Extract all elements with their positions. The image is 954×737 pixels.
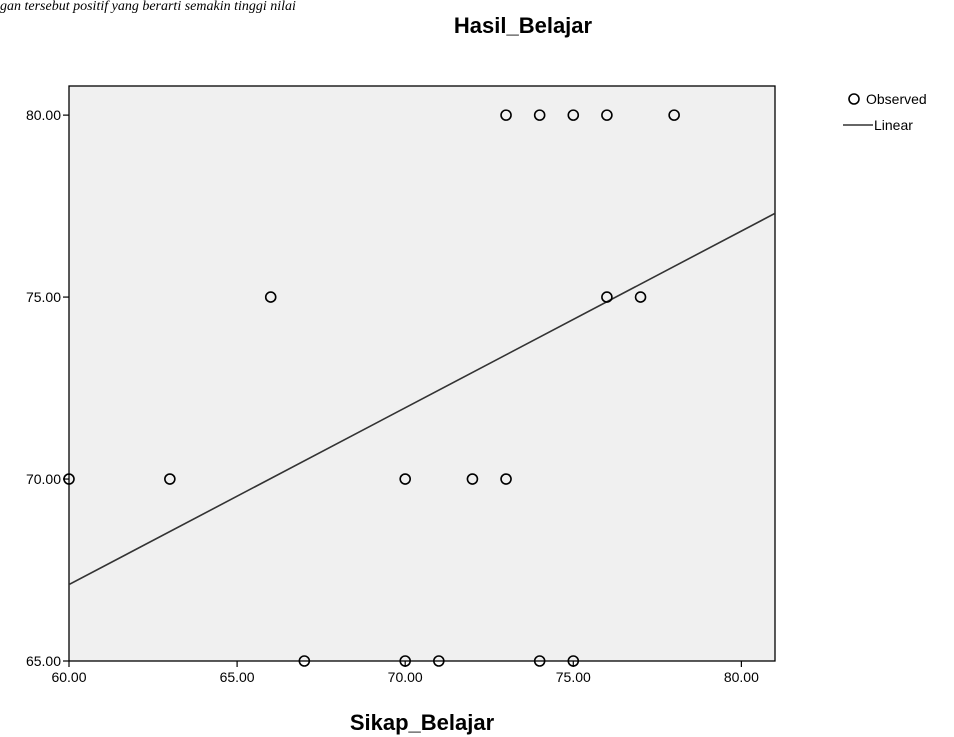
observed-point (601, 109, 613, 121)
y-tick-label: 65.00 (26, 653, 61, 669)
observed-point (567, 655, 580, 667)
x-axis-title: Sikap_Belajar (350, 710, 495, 735)
chart-title: Hasil_Belajar (454, 13, 593, 38)
legend: Observed Linear (843, 91, 927, 133)
observed-point (399, 655, 411, 667)
observed-point (634, 291, 647, 303)
observed-points (63, 109, 680, 667)
plot-area (68, 85, 776, 662)
linear-fit-line (69, 212, 775, 586)
x-tick-label: 60.00 (51, 669, 86, 685)
page-caption: gan tersebut positif yang berarti semaki… (0, 0, 296, 14)
x-tick-label: 70.00 (388, 669, 423, 685)
observed-point (164, 473, 176, 485)
x-tick-label: 75.00 (556, 669, 591, 685)
observed-point (668, 109, 680, 121)
x-tick-label: 80.00 (724, 669, 759, 685)
observed-point (433, 655, 445, 667)
y-axis: 65.00 70.00 75.00 80.00 (26, 107, 69, 669)
legend-linear-label: Linear (874, 117, 913, 133)
observed-point (533, 109, 546, 121)
observed-point (500, 473, 512, 485)
legend-observed-marker (848, 93, 860, 105)
y-tick-label: 80.00 (26, 107, 61, 123)
y-tick-label: 70.00 (26, 471, 61, 487)
y-tick-label: 75.00 (26, 289, 61, 305)
observed-point (264, 291, 277, 303)
observed-point (63, 473, 75, 485)
x-axis: 60.00 65.00 70.00 75.00 80.00 (51, 661, 759, 685)
observed-point (399, 473, 411, 485)
fit-line-layer (69, 212, 775, 586)
observed-point (533, 655, 546, 667)
observed-point (500, 109, 512, 121)
observed-point (601, 291, 613, 303)
observed-point (298, 655, 311, 667)
observed-point (567, 109, 580, 121)
observed-point (466, 473, 479, 485)
legend-observed-label: Observed (866, 91, 927, 107)
x-tick-label: 65.00 (220, 669, 255, 685)
